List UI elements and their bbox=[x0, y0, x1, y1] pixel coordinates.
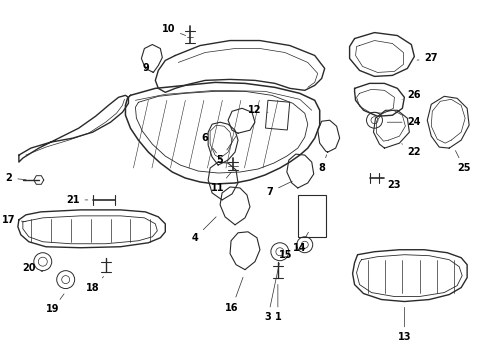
Text: 25: 25 bbox=[454, 150, 470, 173]
Text: 7: 7 bbox=[266, 181, 292, 197]
Text: 26: 26 bbox=[401, 90, 420, 100]
Text: 18: 18 bbox=[85, 276, 103, 293]
Text: 22: 22 bbox=[401, 144, 420, 157]
Text: 6: 6 bbox=[202, 133, 216, 153]
Text: 3: 3 bbox=[264, 264, 279, 323]
Text: 4: 4 bbox=[191, 217, 216, 243]
Text: 16: 16 bbox=[225, 277, 243, 312]
Text: 17: 17 bbox=[2, 215, 26, 225]
Text: 19: 19 bbox=[46, 294, 64, 315]
Text: 1: 1 bbox=[274, 284, 281, 323]
Text: 20: 20 bbox=[22, 263, 42, 273]
Text: 11: 11 bbox=[211, 172, 231, 193]
Text: 8: 8 bbox=[318, 155, 326, 173]
Text: 12: 12 bbox=[248, 105, 267, 115]
Bar bbox=[297, 195, 325, 237]
Text: 24: 24 bbox=[386, 117, 420, 127]
Text: 15: 15 bbox=[279, 249, 302, 260]
Text: 14: 14 bbox=[292, 232, 308, 253]
Bar bbox=[265, 100, 289, 130]
Text: 13: 13 bbox=[397, 307, 410, 342]
Text: 9: 9 bbox=[142, 63, 153, 73]
Text: 27: 27 bbox=[416, 54, 437, 63]
Text: 23: 23 bbox=[381, 178, 400, 190]
Text: 10: 10 bbox=[161, 24, 185, 36]
Text: 21: 21 bbox=[66, 195, 88, 205]
Text: 2: 2 bbox=[5, 173, 26, 183]
Text: 5: 5 bbox=[216, 135, 236, 165]
